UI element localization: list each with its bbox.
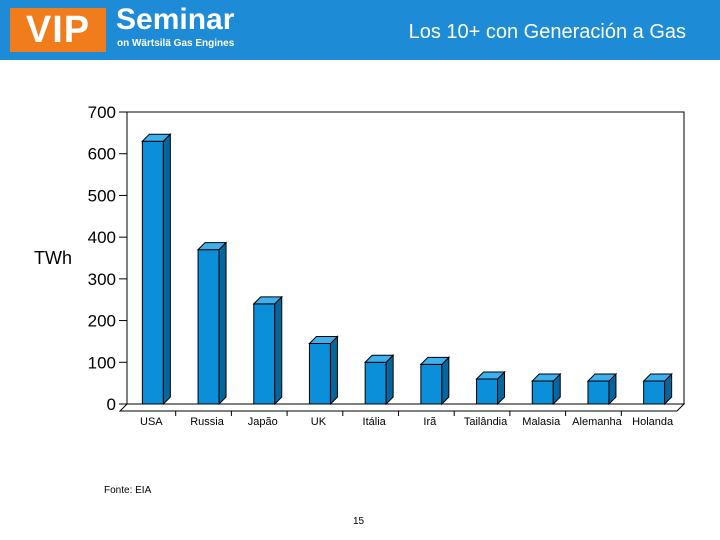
bar (308, 343, 331, 405)
bar-top (141, 133, 172, 142)
bar (364, 361, 387, 405)
bar-side (162, 132, 171, 406)
bar (253, 303, 276, 405)
x-tick-label: Japão (248, 416, 278, 428)
y-tick-label: 300 (88, 270, 116, 289)
header-bar: VIP Seminar on Wärtsilä Gas Engines Los … (0, 0, 720, 60)
x-tick-label: Malasia (522, 416, 561, 428)
x-tick-label: Holanda (632, 416, 674, 428)
bar-top (475, 371, 506, 380)
bar (197, 249, 220, 405)
logo-vip: VIP (10, 8, 106, 52)
page-number: 15 (353, 516, 365, 527)
y-tick-label: 700 (88, 103, 116, 122)
y-tick-label: 100 (88, 353, 116, 372)
x-tick-label: Tailândia (464, 416, 508, 428)
bar-top (308, 336, 339, 345)
x-tick-label: USA (140, 416, 163, 428)
bar-top (252, 296, 283, 305)
bar (643, 380, 666, 405)
logo-seminar: Seminar (116, 3, 235, 36)
bar (141, 140, 164, 405)
source-note: Fonte: EIA (104, 485, 152, 496)
bar-top (586, 373, 618, 382)
x-tick-label: Alemanha (572, 416, 622, 428)
bar-side (385, 354, 394, 406)
y-tick-label: 0 (107, 395, 116, 414)
bar-top (642, 373, 673, 382)
logo-subtitle: on Wärtsilä Gas Engines (117, 38, 235, 49)
bar (587, 380, 610, 405)
bar-side (274, 295, 283, 406)
y-tick-label: 600 (88, 145, 116, 164)
bar-side (441, 356, 450, 406)
slide-title: Los 10+ con Generación a Gas (408, 21, 686, 43)
bar (476, 378, 499, 405)
x-tick-label: Russia (190, 416, 225, 428)
bar-top (196, 242, 228, 251)
y-axis-title: TWh (34, 248, 72, 268)
x-tick-label: UK (311, 416, 327, 428)
x-tick-label: Irã (423, 416, 437, 428)
bar-side (329, 335, 338, 406)
y-tick-label: 200 (88, 312, 116, 331)
y-tick-label: 500 (88, 186, 116, 205)
bar-top (363, 354, 395, 363)
bar (420, 363, 443, 405)
bar-chart: 0 100 200 300 400 500 600 700 TWh USA Russia Japão U… (34, 103, 686, 428)
bar (531, 380, 554, 405)
bar-top (419, 356, 451, 365)
chart-floor (118, 403, 686, 412)
bar-top (531, 373, 562, 382)
bar-side (218, 241, 227, 406)
x-tick-label: Itália (363, 416, 387, 428)
y-tick-label: 400 (88, 228, 116, 247)
